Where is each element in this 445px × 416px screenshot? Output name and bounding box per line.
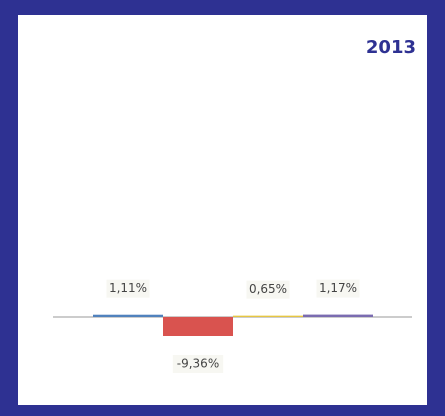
chart-title: 2013 — [366, 37, 416, 58]
bar — [93, 314, 163, 317]
bar — [233, 315, 303, 317]
value-label-bg — [246, 280, 290, 299]
bar — [163, 316, 233, 336]
value-label: -9,36% — [177, 356, 219, 370]
value-label: 0,65% — [249, 282, 287, 296]
value-label-bg — [172, 354, 224, 373]
value-label-bg — [316, 279, 360, 298]
bar — [303, 314, 373, 317]
value-label-bg — [106, 279, 150, 298]
panel — [18, 15, 427, 405]
value-label: 1,17% — [319, 281, 357, 295]
value-label: 1,11% — [109, 281, 147, 295]
